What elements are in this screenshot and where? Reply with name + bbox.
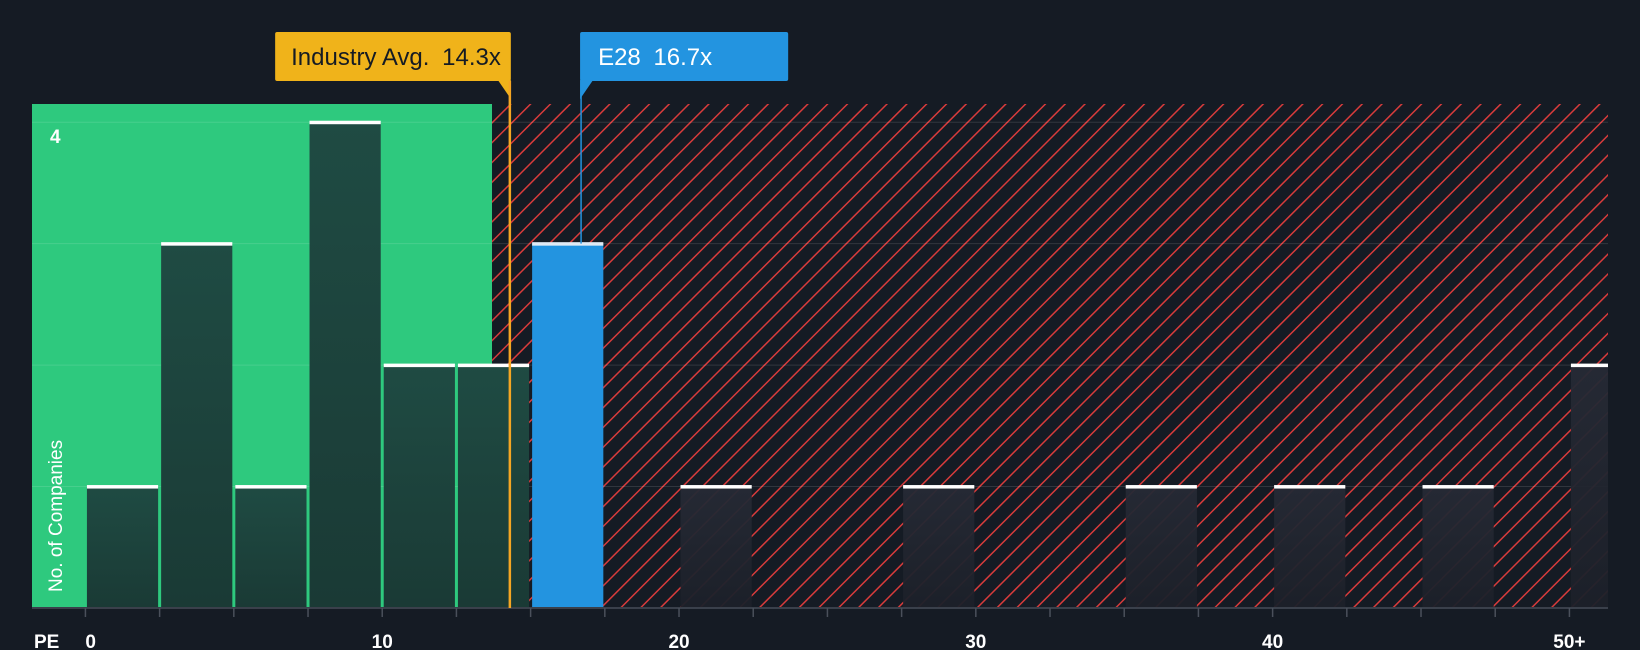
x-axis-name: PE xyxy=(34,632,59,650)
bar-top-cap xyxy=(86,485,159,489)
company-box xyxy=(580,32,789,81)
x-tick-label: 30 xyxy=(965,632,986,650)
histogram-bar xyxy=(680,486,752,608)
bar-top-cap xyxy=(532,242,604,246)
bar-top-cap xyxy=(1125,485,1197,489)
industry-average-callout: Industry Avg. 14.3x xyxy=(275,32,512,608)
industry-average-pointer xyxy=(497,80,511,99)
histogram-bar xyxy=(383,365,455,608)
histogram-bar xyxy=(86,486,159,608)
bar-top-cap xyxy=(309,120,381,125)
y-ticks: 4 xyxy=(50,127,61,148)
x-tick-label: 20 xyxy=(668,632,689,650)
y-tick-label: 4 xyxy=(50,127,61,148)
x-tick-label: 50+ xyxy=(1553,632,1585,650)
histogram-bar xyxy=(1422,486,1494,608)
bar-top-cap xyxy=(680,485,752,489)
y-axis-name: No. of Companies xyxy=(46,440,67,592)
company-label: E28 xyxy=(598,44,641,71)
histogram-bar xyxy=(903,486,975,608)
bar-top-cap xyxy=(1274,485,1346,489)
bar-top-cap xyxy=(161,242,233,246)
bar-top-cap xyxy=(903,485,975,489)
industry-average-value: 14.3x xyxy=(442,44,501,71)
histogram-bar xyxy=(457,365,530,608)
histogram-bar xyxy=(1570,365,1608,608)
histogram-bar xyxy=(161,243,233,608)
x-tick-label: 0 xyxy=(85,632,96,650)
histogram-bar xyxy=(235,486,307,608)
company-bar xyxy=(532,243,604,608)
industry-average-label: Industry Avg. xyxy=(291,44,429,71)
company-pointer xyxy=(580,80,594,99)
histogram-bar xyxy=(1274,486,1346,608)
x-ticks: 0 10 20 30 40 50+ xyxy=(84,608,1586,650)
overvalued-zone xyxy=(492,104,1609,608)
histogram-bar xyxy=(309,122,381,609)
bar-top-cap xyxy=(1422,485,1494,489)
histogram-bar xyxy=(1125,486,1197,608)
x-tick-label: 10 xyxy=(372,632,393,650)
bar-top-cap xyxy=(1570,363,1608,368)
industry-average-text: Industry Avg. 14.3x xyxy=(291,44,501,71)
bars xyxy=(86,120,1608,609)
industry-average-box xyxy=(275,32,511,81)
bar-top-cap xyxy=(457,363,530,368)
bar-top-cap xyxy=(235,485,307,489)
x-tick-label: 40 xyxy=(1262,632,1283,650)
company-callout: E28 16.7x xyxy=(580,32,789,244)
bar-top-cap xyxy=(383,363,455,368)
company-value: 16.7x xyxy=(653,44,712,71)
company-text: E28 16.7x xyxy=(598,44,712,71)
